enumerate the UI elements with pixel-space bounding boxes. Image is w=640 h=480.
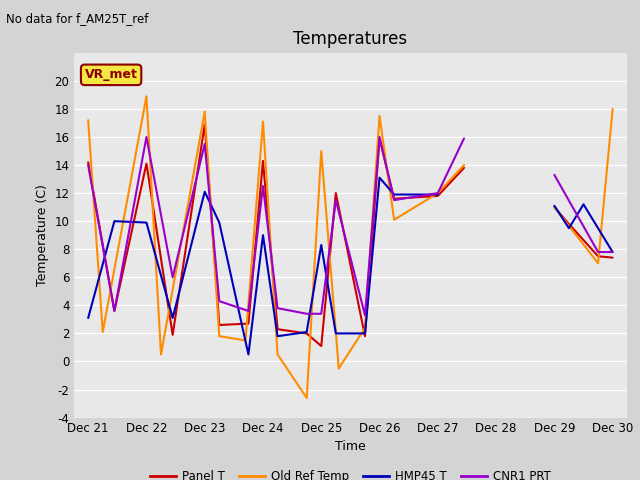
Text: VR_met: VR_met [84, 68, 138, 81]
Y-axis label: Temperature (C): Temperature (C) [36, 184, 49, 286]
Text: No data for f_AM25T_ref: No data for f_AM25T_ref [6, 12, 148, 25]
Title: Temperatures: Temperatures [293, 30, 408, 48]
X-axis label: Time: Time [335, 440, 366, 453]
Legend: Panel T, Old Ref Temp, HMP45 T, CNR1 PRT: Panel T, Old Ref Temp, HMP45 T, CNR1 PRT [145, 466, 556, 480]
